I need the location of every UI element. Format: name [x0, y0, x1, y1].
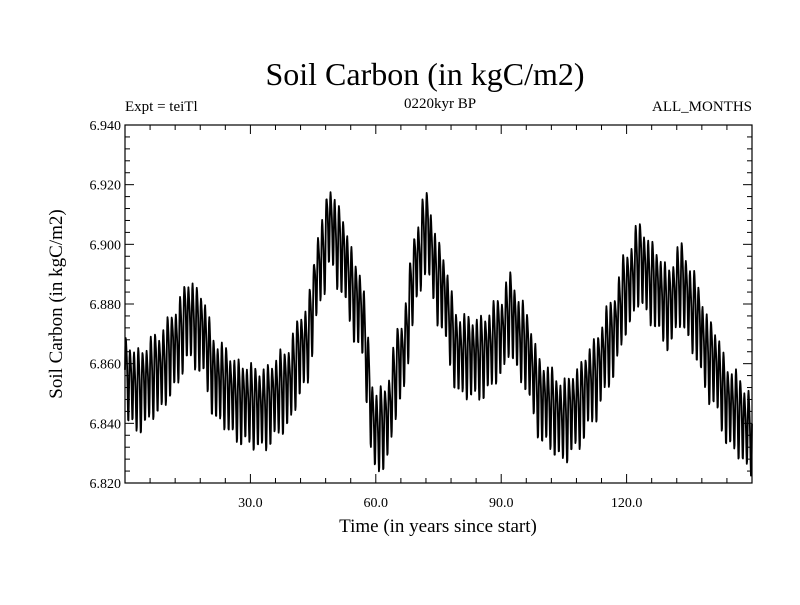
chart-subtitle: 0220kyr BP — [404, 96, 476, 112]
y-tick-label: 6.940 — [90, 119, 122, 134]
series-line-soil-carbon — [124, 191, 753, 477]
y-tick-label: 6.860 — [90, 358, 122, 373]
x-tick-label: 60.0 — [364, 496, 389, 511]
x-tick-label: 30.0 — [238, 496, 263, 511]
axis-ticks — [125, 124, 752, 484]
y-tick-label: 6.900 — [90, 238, 122, 253]
x-tick-label: 90.0 — [489, 496, 514, 511]
months-label: ALL_MONTHS — [652, 99, 752, 115]
x-tick-label: 120.0 — [611, 496, 643, 511]
y-tick-label: 6.820 — [90, 477, 122, 492]
y-axis-label: Soil Carbon (in kgC/m2) — [46, 209, 67, 398]
y-tick-label: 6.880 — [90, 298, 122, 313]
plot-frame — [124, 124, 753, 484]
experiment-label: Expt = teiTl — [125, 99, 198, 115]
x-axis-label: Time (in years since start) — [339, 516, 537, 537]
tick-labels: 30.0 60.0 90.0 120.0 6.820 6.840 6.860 6.880 6.9… — [90, 119, 643, 511]
y-tick-label: 6.840 — [90, 417, 122, 432]
y-tick-label: 6.920 — [90, 179, 122, 194]
chart-title: Soil Carbon (in kgC/m2) — [265, 56, 584, 92]
